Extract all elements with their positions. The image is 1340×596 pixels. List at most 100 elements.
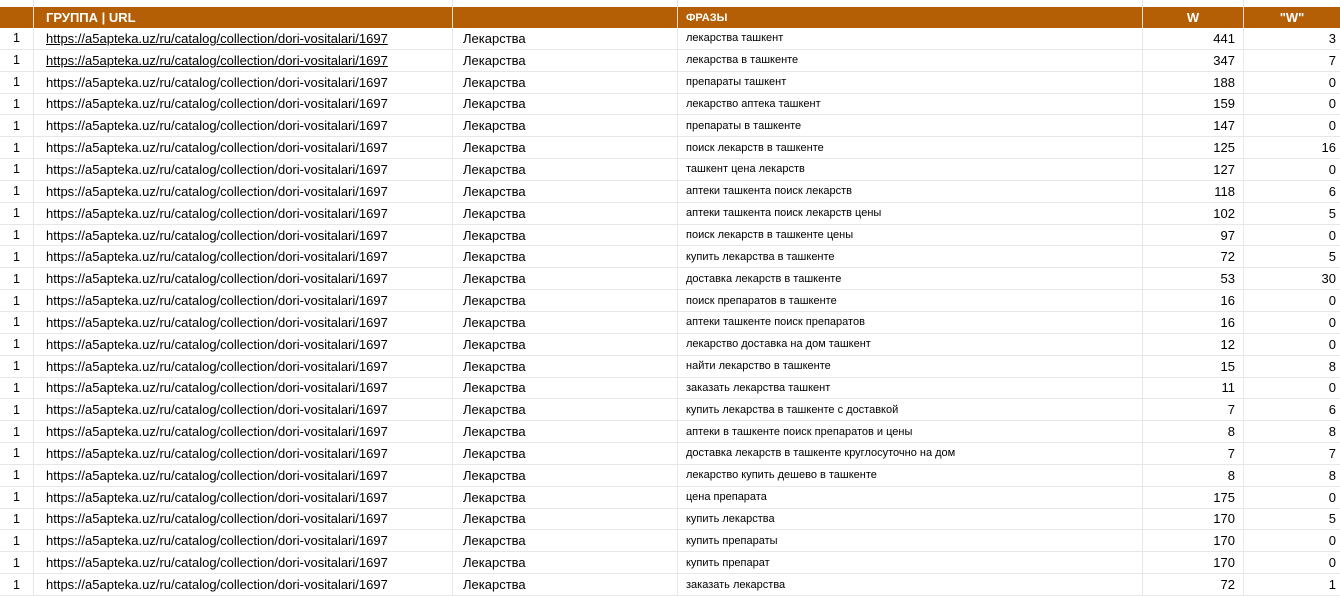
phrase-cell[interactable]: поиск лекарств в ташкенте цены <box>678 224 1143 246</box>
header-cell-group-url[interactable]: ГРУППА | URL <box>34 7 453 28</box>
w-cell[interactable]: 8 <box>1143 464 1244 486</box>
category-cell[interactable]: Лекарства <box>453 311 678 333</box>
url-cell[interactable]: https://a5apteka.uz/ru/catalog/collectio… <box>34 421 453 443</box>
w-cell[interactable]: 170 <box>1143 552 1244 574</box>
category-cell[interactable]: Лекарства <box>453 530 678 552</box>
url-cell[interactable]: https://a5apteka.uz/ru/catalog/collectio… <box>34 333 453 355</box>
row-index-cell[interactable]: 1 <box>0 180 34 202</box>
category-cell[interactable]: Лекарства <box>453 508 678 530</box>
phrase-cell[interactable]: доставка лекарств в ташкенте <box>678 268 1143 290</box>
w-quoted-cell[interactable]: 16 <box>1321 140 1336 156</box>
phrase-cell[interactable]: купить лекарства в ташкенте с доставкой <box>678 399 1143 421</box>
url-cell[interactable]: https://a5apteka.uz/ru/catalog/collectio… <box>34 486 453 508</box>
url-link[interactable]: https://a5apteka.uz/ru/catalog/collectio… <box>46 577 388 593</box>
row-index-cell[interactable]: 1 <box>0 464 34 486</box>
w-cell[interactable]: 175 <box>1143 486 1244 508</box>
category-cell[interactable]: Лекарства <box>453 486 678 508</box>
phrase-cell[interactable]: аптеки ташкента поиск лекарств цены <box>678 202 1143 224</box>
w-quoted-cell[interactable]: 1 <box>1328 577 1336 593</box>
w-cell[interactable]: 127 <box>1143 159 1244 180</box>
url-link[interactable]: https://a5apteka.uz/ru/catalog/collectio… <box>46 161 388 177</box>
url-link[interactable]: https://a5apteka.uz/ru/catalog/collectio… <box>46 424 388 440</box>
row-index-cell[interactable]: 1 <box>0 399 34 421</box>
phrase-cell[interactable]: поиск лекарств в ташкенте <box>678 137 1143 159</box>
header-cell-index[interactable] <box>0 7 34 28</box>
phrase-cell[interactable]: поиск препаратов в ташкенте <box>678 290 1143 311</box>
w-quoted-cell[interactable]: 0 <box>1328 380 1336 396</box>
w-quoted-cell[interactable]: 0 <box>1328 227 1336 243</box>
phrase-cell[interactable]: лекарство купить дешево в ташкенте <box>678 464 1143 486</box>
phrase-cell[interactable]: найти лекарство в ташкенте <box>678 355 1143 377</box>
url-link[interactable]: https://a5apteka.uz/ru/catalog/collectio… <box>46 227 388 243</box>
row-index-cell[interactable]: 1 <box>0 421 34 443</box>
w-cell[interactable]: 16 <box>1143 290 1244 311</box>
url-cell[interactable]: https://a5apteka.uz/ru/catalog/collectio… <box>34 180 453 202</box>
header-cell-w[interactable]: W <box>1143 7 1244 28</box>
phrase-cell[interactable]: купить лекарства <box>678 508 1143 530</box>
url-cell[interactable]: https://a5apteka.uz/ru/catalog/collectio… <box>34 574 453 595</box>
row-index-cell[interactable]: 1 <box>0 552 34 574</box>
url-link[interactable]: https://a5apteka.uz/ru/catalog/collectio… <box>46 489 388 505</box>
url-link[interactable]: https://a5apteka.uz/ru/catalog/collectio… <box>46 249 388 265</box>
row-index-cell[interactable]: 1 <box>0 202 34 224</box>
category-cell[interactable]: Лекарства <box>453 421 678 443</box>
w-quoted-cell[interactable]: 5 <box>1328 511 1336 527</box>
url-link[interactable]: https://a5apteka.uz/ru/catalog/collectio… <box>46 511 388 527</box>
phrase-cell[interactable]: заказать лекарства ташкент <box>678 377 1143 399</box>
category-cell[interactable]: Лекарства <box>453 333 678 355</box>
w-quoted-cell[interactable]: 7 <box>1328 445 1336 461</box>
category-cell[interactable]: Лекарства <box>453 137 678 159</box>
row-index-cell[interactable]: 1 <box>0 377 34 399</box>
row-index-cell[interactable]: 1 <box>0 486 34 508</box>
url-cell[interactable]: https://a5apteka.uz/ru/catalog/collectio… <box>34 49 453 71</box>
url-link[interactable]: https://a5apteka.uz/ru/catalog/collectio… <box>46 96 388 112</box>
url-link[interactable]: https://a5apteka.uz/ru/catalog/collectio… <box>46 314 388 330</box>
phrase-cell[interactable]: аптеки ташкенте поиск препаратов <box>678 311 1143 333</box>
url-cell[interactable]: https://a5apteka.uz/ru/catalog/collectio… <box>34 28 453 49</box>
row-index-cell[interactable]: 1 <box>0 49 34 71</box>
url-cell[interactable]: https://a5apteka.uz/ru/catalog/collectio… <box>34 443 453 464</box>
phrase-cell[interactable]: лекарства в ташкенте <box>678 49 1143 71</box>
w-quoted-cell[interactable]: 7 <box>1328 52 1336 68</box>
w-quoted-cell[interactable]: 8 <box>1328 358 1336 374</box>
url-cell[interactable]: https://a5apteka.uz/ru/catalog/collectio… <box>34 530 453 552</box>
row-index-cell[interactable]: 1 <box>0 268 34 290</box>
category-cell[interactable]: Лекарства <box>453 443 678 464</box>
w-cell[interactable]: 170 <box>1143 508 1244 530</box>
category-cell[interactable]: Лекарства <box>453 574 678 595</box>
row-index-cell[interactable]: 1 <box>0 71 34 93</box>
category-cell[interactable]: Лекарства <box>453 28 678 49</box>
category-cell[interactable]: Лекарства <box>453 552 678 574</box>
category-cell[interactable]: Лекарства <box>453 49 678 71</box>
w-quoted-cell[interactable]: 0 <box>1328 118 1336 134</box>
row-index-cell[interactable]: 1 <box>0 28 34 49</box>
url-link[interactable]: https://a5apteka.uz/ru/catalog/collectio… <box>46 293 388 309</box>
url-link[interactable]: https://a5apteka.uz/ru/catalog/collectio… <box>46 445 388 461</box>
category-cell[interactable]: Лекарства <box>453 159 678 180</box>
w-cell[interactable]: 147 <box>1143 115 1244 137</box>
url-link[interactable]: https://a5apteka.uz/ru/catalog/collectio… <box>46 467 388 483</box>
url-cell[interactable]: https://a5apteka.uz/ru/catalog/collectio… <box>34 552 453 574</box>
row-index-cell[interactable]: 1 <box>0 159 34 180</box>
w-quoted-cell[interactable]: 0 <box>1328 293 1336 309</box>
row-index-cell[interactable]: 1 <box>0 115 34 137</box>
w-cell[interactable]: 53 <box>1143 268 1244 290</box>
url-cell[interactable]: https://a5apteka.uz/ru/catalog/collectio… <box>34 93 453 115</box>
row-index-cell[interactable]: 1 <box>0 224 34 246</box>
w-cell[interactable]: 118 <box>1143 180 1244 202</box>
url-link[interactable]: https://a5apteka.uz/ru/catalog/collectio… <box>46 380 388 396</box>
url-cell[interactable]: https://a5apteka.uz/ru/catalog/collectio… <box>34 224 453 246</box>
header-cell-phrases[interactable]: ФРАЗЫ <box>678 7 1143 28</box>
header-cell-category[interactable] <box>453 7 678 28</box>
w-cell[interactable]: 72 <box>1143 574 1244 595</box>
w-cell[interactable]: 188 <box>1143 71 1244 93</box>
w-quoted-cell[interactable]: 6 <box>1328 183 1336 199</box>
url-link[interactable]: https://a5apteka.uz/ru/catalog/collectio… <box>46 336 388 352</box>
url-link[interactable]: https://a5apteka.uz/ru/catalog/collectio… <box>46 52 388 68</box>
url-cell[interactable]: https://a5apteka.uz/ru/catalog/collectio… <box>34 202 453 224</box>
url-link[interactable]: https://a5apteka.uz/ru/catalog/collectio… <box>46 402 388 418</box>
url-cell[interactable]: https://a5apteka.uz/ru/catalog/collectio… <box>34 355 453 377</box>
url-cell[interactable]: https://a5apteka.uz/ru/catalog/collectio… <box>34 399 453 421</box>
row-index-cell[interactable]: 1 <box>0 137 34 159</box>
w-cell[interactable]: 7 <box>1143 443 1244 464</box>
